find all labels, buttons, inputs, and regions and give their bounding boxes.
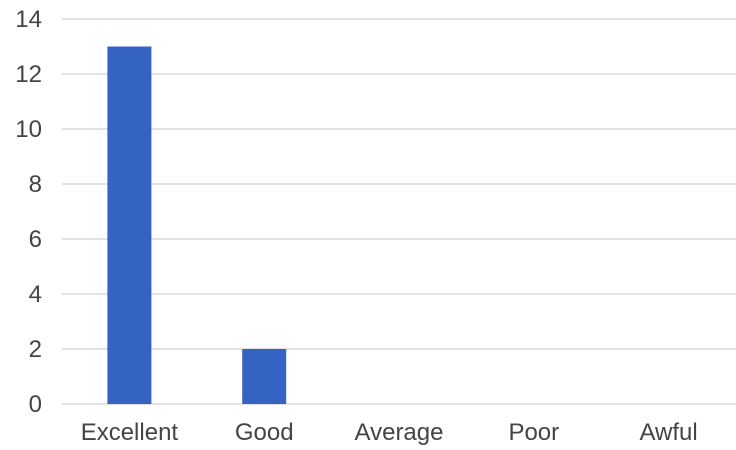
y-tick-label: 14 bbox=[15, 6, 42, 33]
y-tick-label: 4 bbox=[29, 281, 42, 308]
y-tick-label: 0 bbox=[29, 391, 42, 418]
y-tick-label: 2 bbox=[29, 336, 42, 363]
y-tick-label: 8 bbox=[29, 171, 42, 198]
bar-excellent bbox=[107, 46, 152, 404]
bar-good bbox=[242, 349, 287, 404]
y-tick-label: 12 bbox=[15, 61, 42, 88]
y-axis-tick-labels: 0 2 4 6 8 10 12 14 bbox=[15, 6, 42, 418]
grid-lines bbox=[62, 18, 736, 405]
bars bbox=[107, 46, 287, 404]
x-tick-label-awful: Awful bbox=[639, 419, 697, 446]
x-axis-tick-labels: Excellent Good Average Poor Awful bbox=[81, 419, 698, 446]
x-tick-label-poor: Poor bbox=[508, 419, 559, 446]
x-tick-label-average: Average bbox=[355, 419, 444, 446]
y-tick-label: 10 bbox=[15, 116, 42, 143]
x-tick-label-excellent: Excellent bbox=[81, 419, 179, 446]
x-tick-label-good: Good bbox=[235, 419, 294, 446]
y-tick-label: 6 bbox=[29, 226, 42, 253]
